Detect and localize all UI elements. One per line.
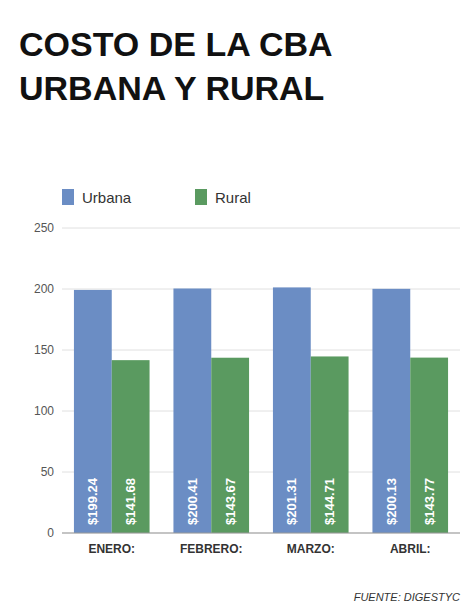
- bar: [273, 287, 311, 533]
- bars: [74, 287, 448, 533]
- data-label: $200.13: [384, 478, 399, 525]
- x-tick-label: ENERO:: [88, 542, 135, 556]
- grid-line: [62, 533, 460, 534]
- bar: [372, 289, 410, 533]
- legend-label: Rural: [215, 189, 251, 206]
- bar: [311, 356, 349, 533]
- grid: [62, 228, 460, 533]
- data-label: $201.31: [284, 478, 299, 525]
- title: COSTO DE LA CBA: [19, 25, 333, 63]
- subtitle: URBANA Y RURAL: [19, 69, 324, 107]
- data-labels: $199.24 $200.41 $201.31 $200.13 $141.68 $143.…: [85, 477, 436, 525]
- data-label: $141.68: [123, 478, 138, 525]
- legend-label: Urbana: [82, 189, 132, 206]
- x-tick-label: MARZO:: [287, 542, 335, 556]
- chart: COSTO DE LA CBA URBANA Y RURAL 0 50 100 150 20…: [0, 0, 474, 613]
- y-tick-label: 0: [47, 526, 54, 540]
- y-tick-label: 200: [34, 282, 54, 296]
- bar: [112, 360, 150, 533]
- data-label: $143.67: [223, 478, 238, 525]
- bar: [74, 290, 112, 533]
- x-axis: [62, 533, 460, 534]
- data-label: $200.41: [185, 478, 200, 525]
- bar: [211, 358, 249, 533]
- legend: Urbana Rural: [62, 189, 251, 206]
- y-tick-label: 250: [34, 221, 54, 235]
- bar: [173, 288, 211, 533]
- y-tick-label: 50: [41, 465, 55, 479]
- legend-swatch: [195, 189, 207, 205]
- grid-line: [62, 228, 460, 229]
- data-label: $144.71: [322, 478, 337, 525]
- y-tick-label: 150: [34, 343, 54, 357]
- data-label: $143.77: [422, 478, 437, 525]
- x-tick-label: FEBRERO:: [180, 542, 243, 556]
- legend-swatch: [62, 189, 74, 205]
- data-label: $199.24: [85, 477, 100, 525]
- source-note: FUENTE: DIGESTYC: [354, 591, 460, 603]
- bar: [410, 358, 448, 533]
- x-tick-label: ABRIL:: [390, 542, 431, 556]
- y-tick-label: 100: [34, 404, 54, 418]
